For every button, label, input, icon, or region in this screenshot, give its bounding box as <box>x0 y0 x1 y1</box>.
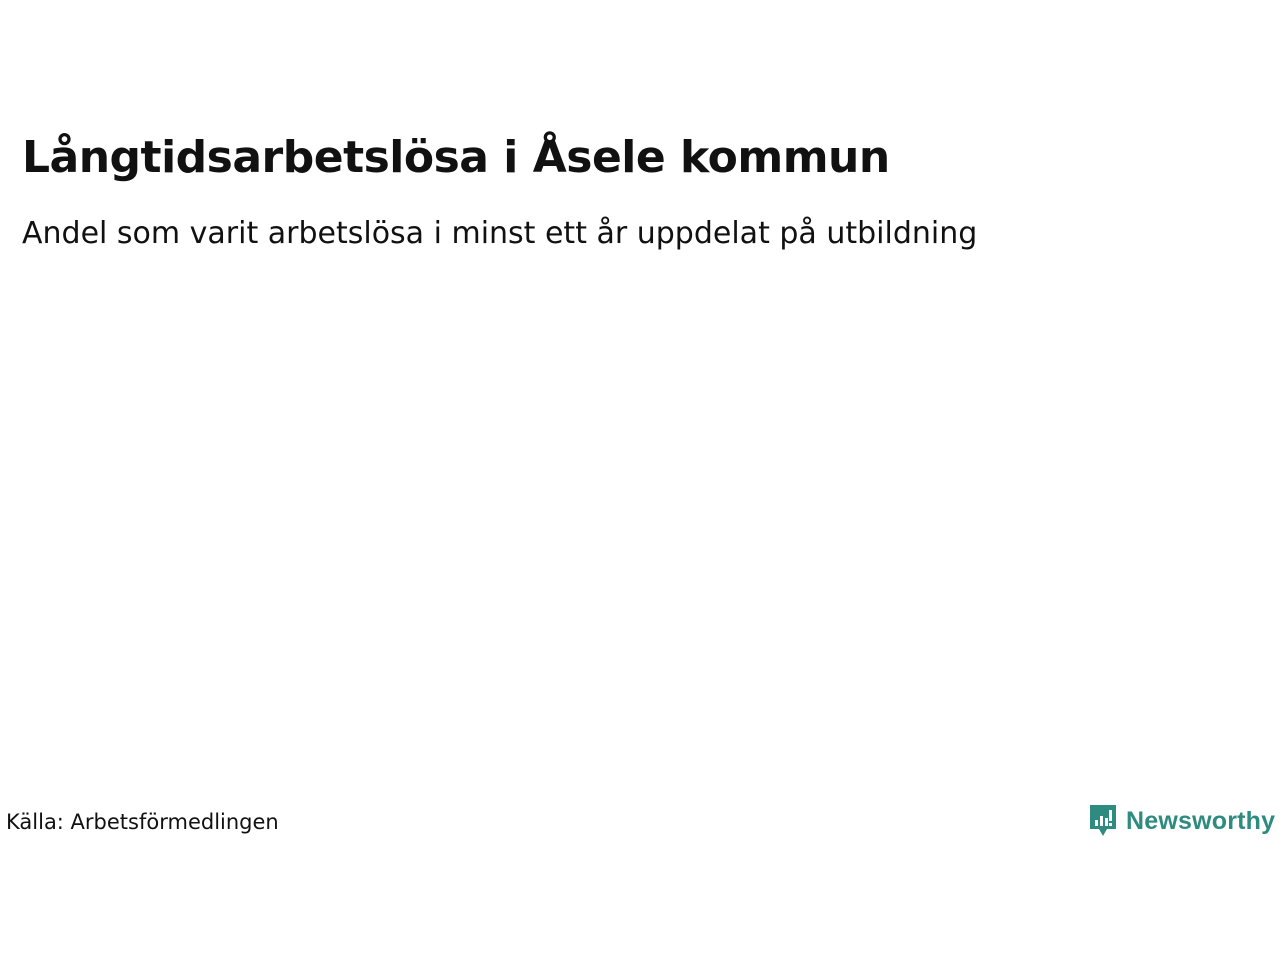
newsworthy-logo-icon <box>1090 805 1116 836</box>
chart-title: Långtidsarbetslösa i Åsele kommun <box>22 132 890 183</box>
brand-logo[interactable]: Newsworthy <box>1088 803 1275 839</box>
chart-subtitle: Andel som varit arbetslösa i minst ett å… <box>22 216 978 251</box>
brand-name: Newsworthy <box>1126 806 1276 835</box>
source-note: Källa: Arbetsförmedlingen <box>6 810 279 834</box>
